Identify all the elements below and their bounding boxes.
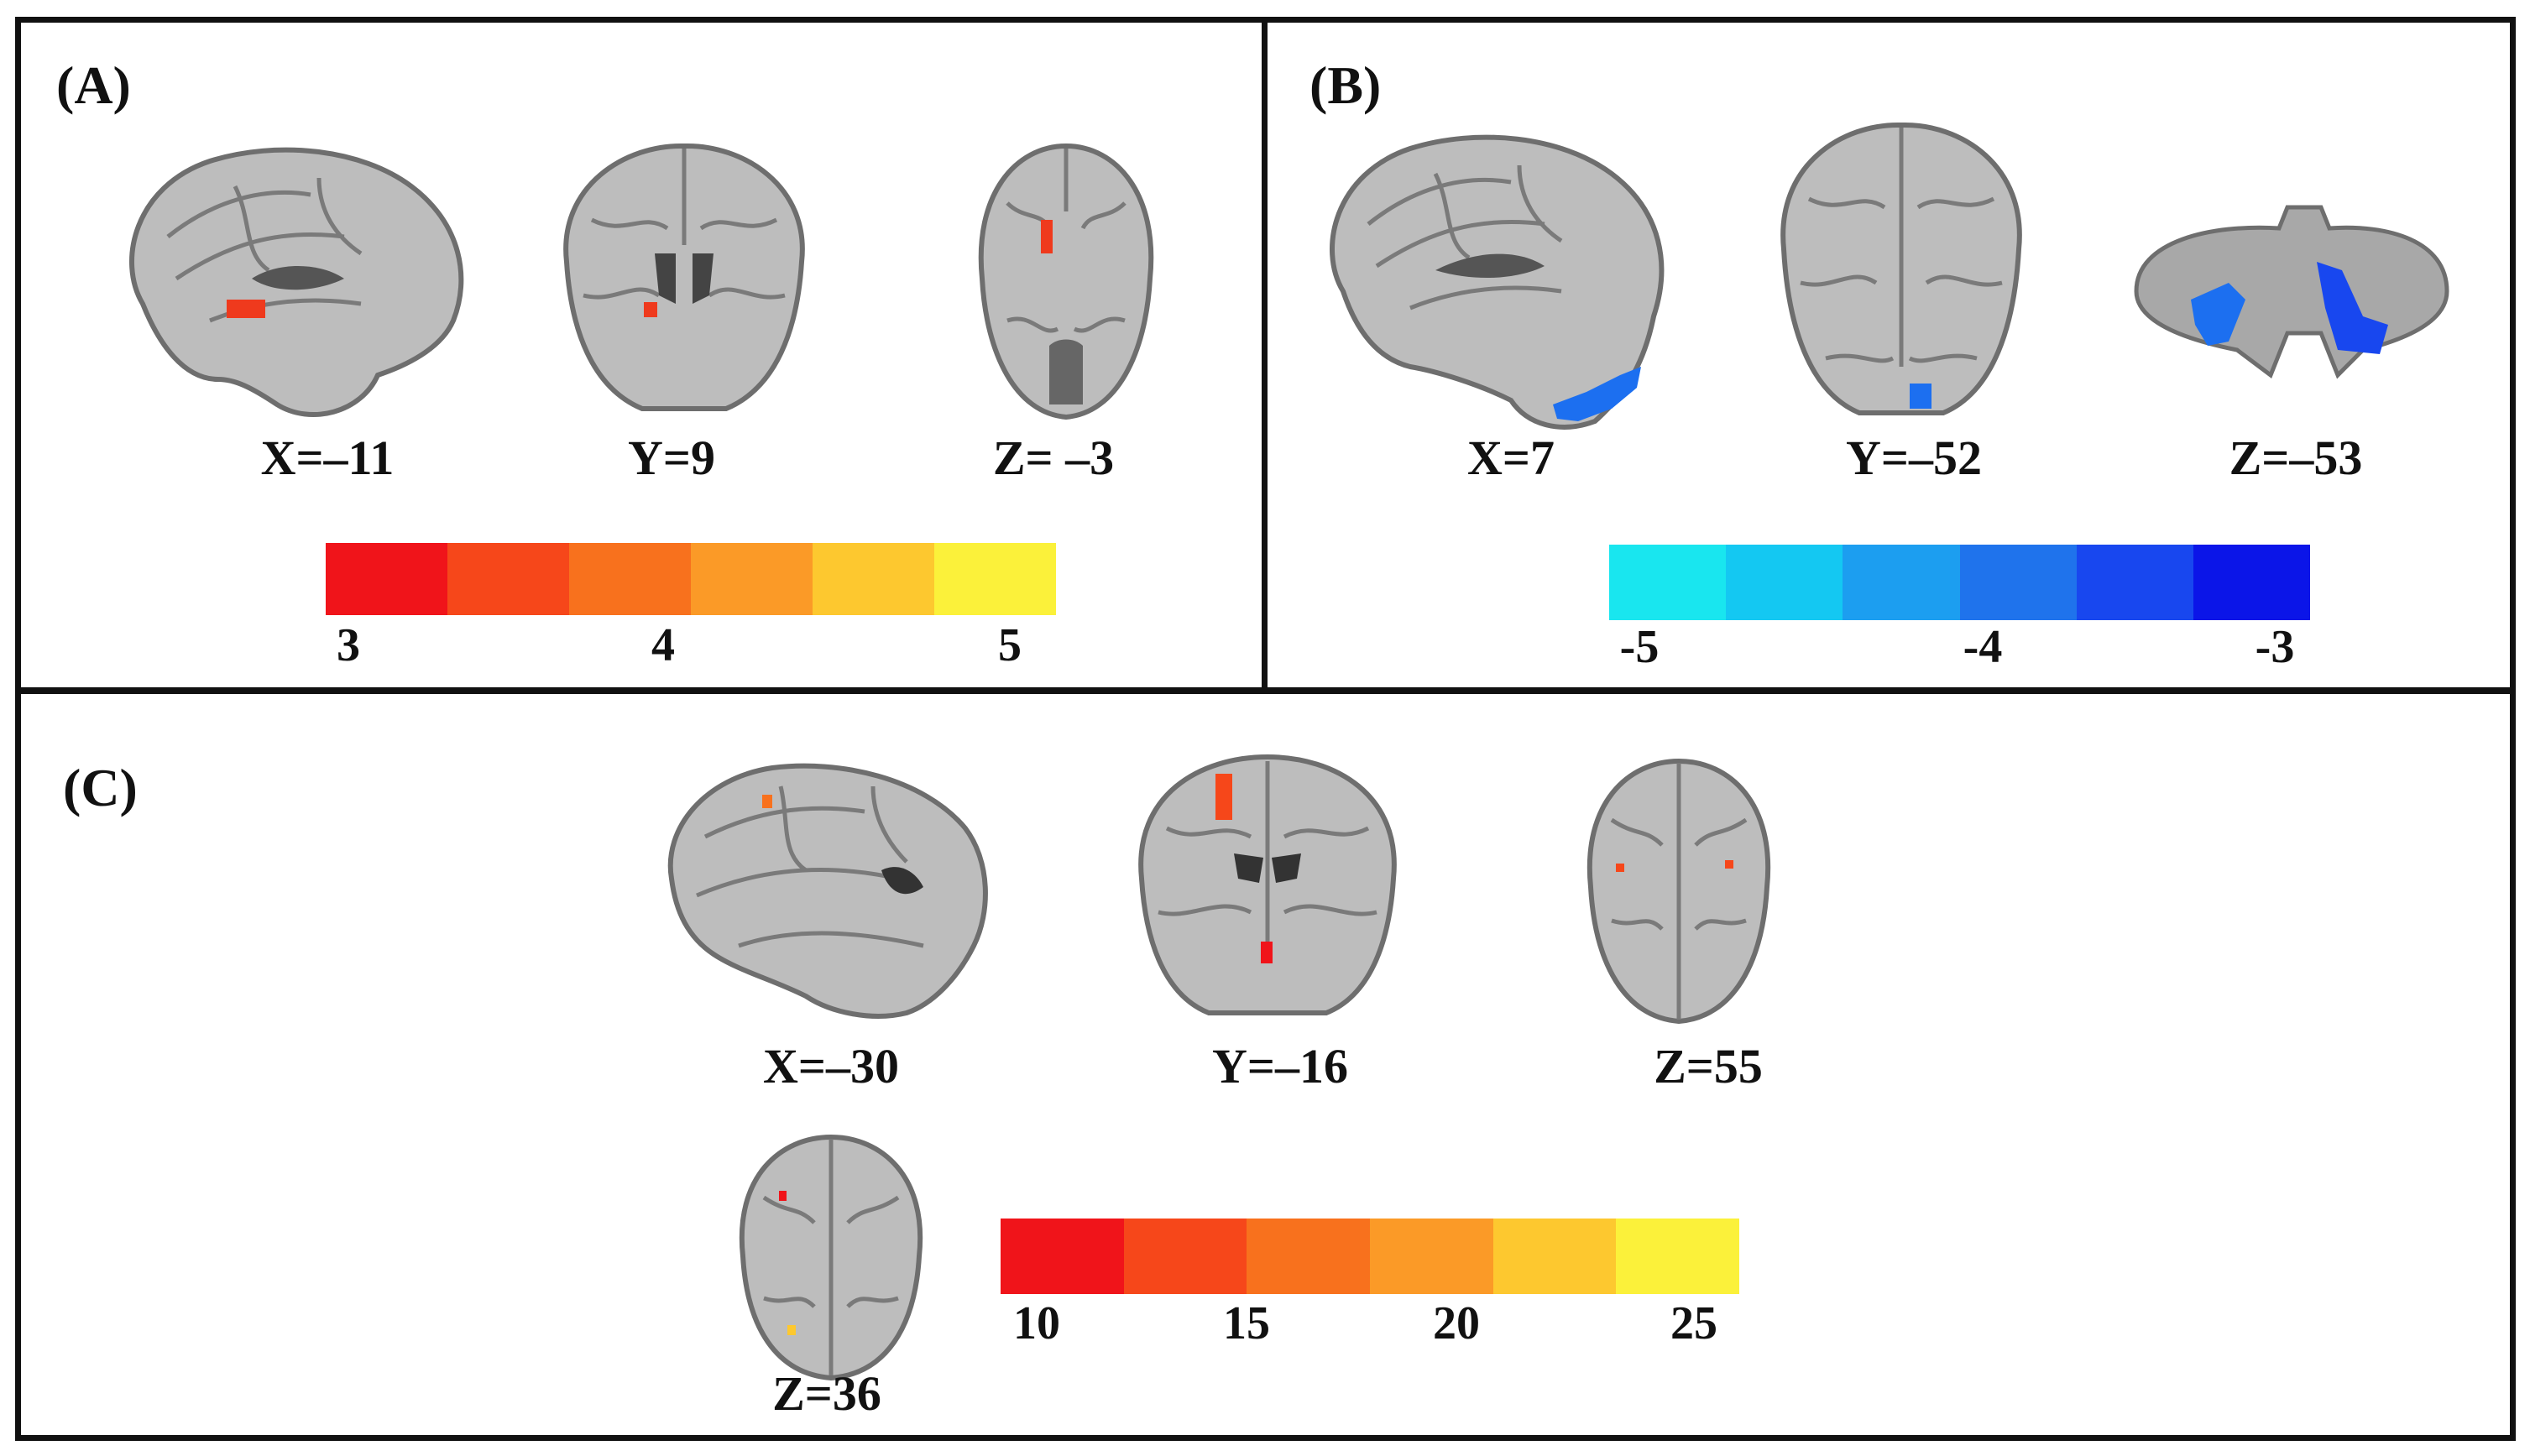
slice-coordinate-label: Y=–52: [1846, 431, 1982, 485]
activation-cluster: [1616, 864, 1624, 872]
coronal-brain-slice: [1780, 122, 2022, 415]
colorbar-segment: [934, 543, 1056, 615]
colorbar: [1001, 1219, 1740, 1294]
activation-cluster: [2317, 262, 2388, 354]
activation-cluster: [1215, 774, 1232, 820]
colorbar-tick: 15: [1223, 1297, 1270, 1349]
colorbar: [326, 543, 1056, 615]
colorbar-segment: [1123, 1219, 1247, 1294]
colorbar-tick: -4: [1963, 621, 2003, 673]
colorbar-tick: 4: [651, 619, 675, 671]
colorbar-segment: [813, 543, 934, 615]
colorbar-segment: [447, 543, 569, 615]
activation-cluster: [1261, 942, 1273, 963]
slice-coordinate-label: X=–11: [260, 431, 395, 485]
colorbar-segment: [1001, 1219, 1124, 1294]
slice-coordinate-label: Z=36: [772, 1366, 881, 1421]
slice-coordinate-label: Y=9: [628, 431, 715, 485]
axial-brain-slice: [978, 143, 1154, 420]
colorbar-segment: [569, 543, 691, 615]
activation-cluster: [2191, 283, 2245, 346]
cerebellum-slice: [2134, 205, 2449, 379]
slice-coordinate-label: X=7: [1467, 431, 1555, 485]
panel-b: (B) X=7 Y=–52 Z=–53 -5 -4 -3: [1262, 17, 2516, 693]
colorbar-segment: [691, 543, 813, 615]
activation-cluster: [227, 300, 265, 318]
coronal-brain-slice: [563, 143, 805, 411]
panel-label: (B): [1309, 55, 1382, 115]
slice-coordinate-label: Z= –3: [992, 431, 1115, 485]
sagittal-brain-slice: [667, 763, 988, 1019]
slice-coordinate-label: Z=55: [1654, 1039, 1763, 1093]
colorbar-segment: [2193, 545, 2311, 620]
colorbar-segment: [1843, 545, 1960, 620]
colorbar-tick: -3: [2255, 621, 2295, 673]
axial-brain-slice: [739, 1134, 923, 1381]
colorbar-segment: [1959, 545, 2077, 620]
activation-cluster: [779, 1191, 787, 1201]
coronal-brain-slice: [1138, 754, 1397, 1015]
colorbar-segment: [1609, 545, 1727, 620]
activation-cluster: [644, 302, 657, 317]
panel-a: (A) X=–11 Y=9 Z= –3 3 4 5: [15, 17, 1268, 693]
colorbar-segment: [326, 543, 447, 615]
colorbar-tick: 5: [998, 619, 1022, 671]
slice-coordinate-label: Y=–16: [1212, 1039, 1348, 1093]
colorbar-tick: 25: [1670, 1297, 1717, 1349]
sagittal-brain-slice: [1330, 134, 1665, 430]
panel-label: (A): [56, 55, 131, 115]
colorbar-segment: [1247, 1219, 1371, 1294]
colorbar-segment: [1726, 545, 1843, 620]
panel-label: (C): [63, 758, 138, 817]
colorbar-segment: [1616, 1219, 1740, 1294]
colorbar: [1609, 545, 2311, 620]
activation-cluster: [1553, 367, 1641, 421]
colorbar-tick: 10: [1013, 1297, 1060, 1349]
colorbar-tick: 20: [1433, 1297, 1480, 1349]
sagittal-brain-slice: [129, 147, 464, 418]
slice-coordinate-label: Z=–53: [2229, 431, 2363, 485]
colorbar-segment: [1370, 1219, 1493, 1294]
colorbar-tick: -5: [1619, 621, 1660, 673]
colorbar-segment: [2076, 545, 2193, 620]
activation-cluster: [762, 795, 772, 808]
activation-cluster: [1041, 220, 1053, 253]
axial-brain-slice: [1586, 758, 1771, 1025]
panel-c: (C) X=–30 Y=–16 Z=55 Z=36 10 15 20 25: [15, 688, 2516, 1441]
activation-cluster: [787, 1325, 796, 1335]
activation-cluster: [1910, 384, 1931, 409]
activation-cluster: [1725, 860, 1733, 869]
colorbar-tick: 3: [337, 619, 360, 671]
slice-coordinate-label: X=–30: [763, 1039, 899, 1093]
colorbar-segment: [1492, 1219, 1617, 1294]
